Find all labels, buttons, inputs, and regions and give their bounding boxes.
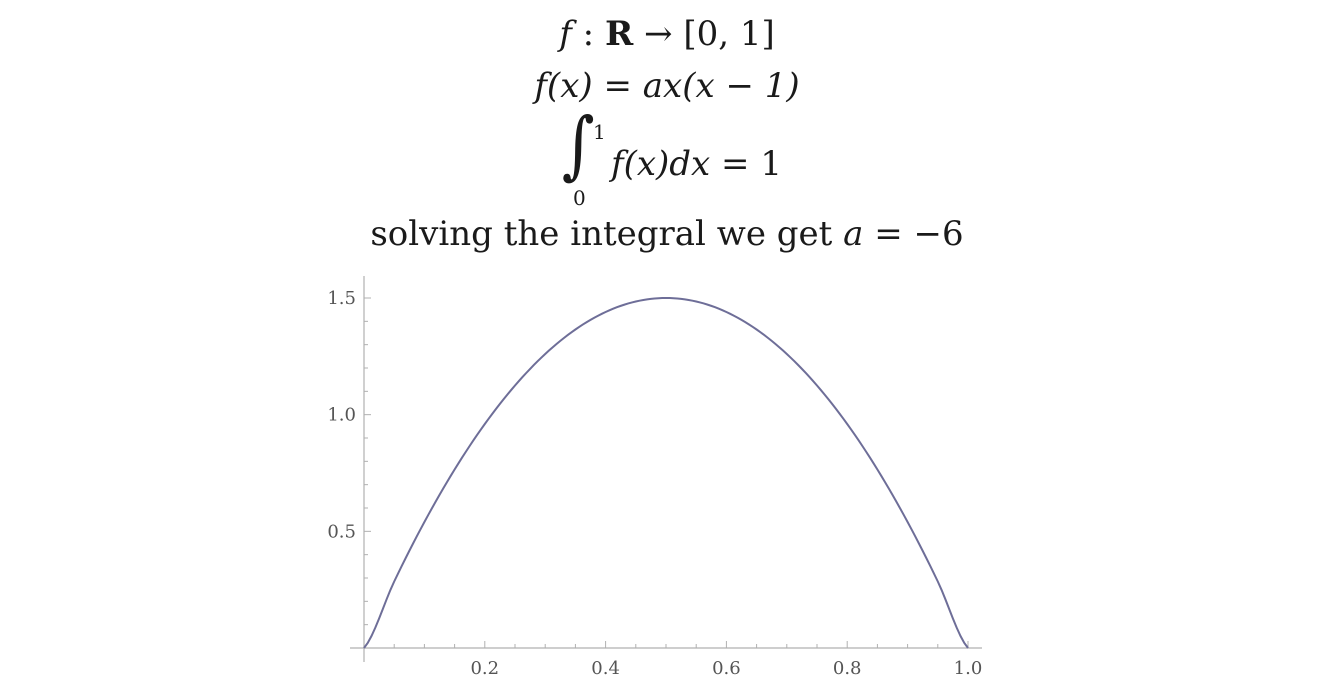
solution-equals: = <box>874 214 903 254</box>
x-tick-label: 1.0 <box>954 658 983 679</box>
solution-value: −6 <box>913 214 964 254</box>
function-lhs: f(x) <box>534 66 593 106</box>
y-tick-label: 1.5 <box>327 288 356 309</box>
x-tick-label: 0.8 <box>833 658 862 679</box>
function-definition: f(x) = ax(x − 1) <box>0 66 1334 106</box>
x-tick-label: 0.2 <box>470 658 499 679</box>
solution-statement: solving the integral we get a = −6 <box>0 214 1334 254</box>
plot-tick-labels: 0.2 0.4 0.6 0.8 1.0 0.5 1.0 1.5 <box>327 288 982 679</box>
codomain-interval: [0, 1] <box>683 14 775 54</box>
plot-axes <box>350 276 982 662</box>
y-tick-label: 1.0 <box>327 405 356 426</box>
reals-symbol: R <box>604 14 634 54</box>
x-tick-label: 0.4 <box>591 658 620 679</box>
func-symbol: f <box>559 14 572 54</box>
solution-variable: a <box>843 214 864 254</box>
integral-sign-icon: ∫ <box>561 102 595 188</box>
integral-value: 1 <box>760 144 782 184</box>
x-tick-label: 0.6 <box>712 658 741 679</box>
equals-symbol: = <box>603 66 632 106</box>
plot-ticks <box>364 297 969 648</box>
integral-equals: = <box>721 144 750 184</box>
arrow-symbol: → <box>644 14 673 54</box>
integrand: f(x)dx <box>611 144 711 184</box>
integral-body: f(x)dx = 1 <box>611 144 782 184</box>
integral-lower-limit: 0 <box>573 186 586 210</box>
integral-upper-limit: 1 <box>593 120 606 144</box>
colon-symbol: : <box>582 14 595 54</box>
series-curve <box>363 296 969 649</box>
y-tick-label: 0.5 <box>327 521 356 542</box>
integral-expression: ∫ 1 0 f(x)dx = 1 <box>547 108 787 214</box>
function-rhs: ax(x − 1) <box>642 66 800 106</box>
integral-equation: ∫ 1 0 f(x)dx = 1 <box>0 108 1334 214</box>
domain-codomain-definition: f : R → [0, 1] <box>0 14 1334 54</box>
solution-text: solving the integral we get <box>370 214 844 254</box>
